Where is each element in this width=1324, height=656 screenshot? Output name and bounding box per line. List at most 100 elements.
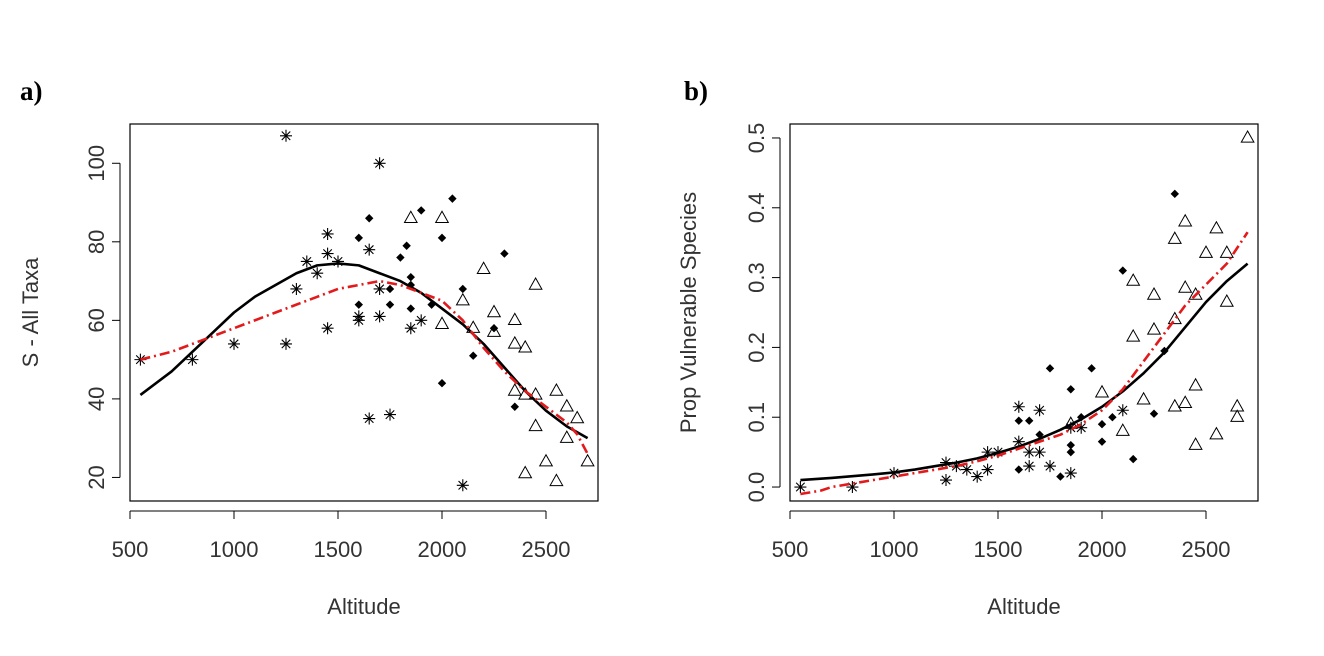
panel-b-y-tick-label: 0.0	[744, 472, 769, 503]
panel-a-point-diamond	[469, 351, 478, 360]
panel-b-plot-frame	[789, 123, 1259, 502]
panel-a-y-tick-label: 20	[84, 465, 109, 489]
panel-b-x-axis-title: Altitude	[987, 594, 1060, 619]
panel-b-point-triangle	[1178, 280, 1193, 293]
panel-b-point-diamond	[1066, 440, 1075, 450]
panel-b-point-asterisk	[981, 463, 994, 476]
panel-b-point-triangle	[1167, 398, 1182, 412]
panel-b-fit-line-dashdot	[800, 231, 1249, 496]
panel-a-point-asterisk	[311, 267, 324, 280]
panel-a-point-triangle	[486, 324, 502, 337]
panel-b-point-asterisk	[1023, 446, 1036, 459]
panel-b-x-tick-label: 1000	[870, 537, 919, 562]
panel-b-point-triangle	[1209, 426, 1224, 440]
panel-a-point-triangle	[559, 430, 574, 443]
panel-b-point-diamond	[1025, 416, 1034, 425]
panel-b-point-asterisk	[1012, 435, 1025, 448]
panel-b-point-triangle	[1126, 328, 1141, 342]
panel-a-y-tick-label: 60	[84, 308, 109, 332]
panel-b-point-diamond	[1118, 266, 1127, 275]
panel-b-y-tick-label: 0.3	[744, 262, 769, 293]
panel-a-point-triangle	[528, 418, 543, 432]
panel-a-point-asterisk	[228, 337, 240, 350]
panel-b-point-diamond	[1056, 472, 1065, 481]
panel-b-point-diamond	[1066, 447, 1075, 457]
panel-a-point-asterisk	[373, 157, 386, 170]
panel-b-point-asterisk	[1033, 404, 1046, 417]
panel-b-point-triangle	[1126, 273, 1141, 286]
panel-b-x-tick-label: 500	[772, 537, 809, 562]
panel-a-point-diamond	[458, 284, 467, 294]
panel-a-point-triangle	[538, 453, 554, 467]
panel-a-point-triangle	[549, 383, 564, 396]
panel-b-point-diamond	[1097, 420, 1107, 429]
panel-a-x-tick-label: 2000	[418, 537, 467, 562]
panel-a-point-asterisk	[352, 314, 365, 327]
panel-label-a: a)	[20, 76, 43, 106]
panel-a-point-asterisk	[363, 412, 376, 425]
panel-a-point-diamond	[406, 272, 415, 282]
panel-b-x-tick-label: 1500	[974, 537, 1023, 562]
panel-a-point-triangle	[486, 304, 502, 318]
panel-a-y-tick-label: 80	[84, 230, 109, 254]
panel-a-point-triangle	[528, 276, 543, 290]
panel-a-fit-line-dashdot	[140, 279, 589, 455]
panel-a-x-tick-label: 2500	[522, 537, 571, 562]
panel-b-point-asterisk	[981, 446, 994, 459]
panel-a-point-triangle	[518, 339, 533, 353]
panel-b-x-tick-label: 2500	[1182, 537, 1231, 562]
panel-a-x-tick-label: 1000	[210, 537, 259, 562]
panel-b-point-triangle	[1178, 213, 1193, 227]
panel-a-point-asterisk	[186, 353, 199, 366]
panel-a-point-triangle	[580, 453, 595, 467]
panel-b-y-tick-label: 0.1	[744, 402, 769, 433]
panel-a-point-diamond	[406, 304, 415, 313]
panel-b-point-triangle	[1136, 391, 1151, 405]
panel-b-point-diamond	[1129, 454, 1138, 464]
panel-b-point-asterisk	[1044, 460, 1056, 473]
panel-b-point-triangle	[1167, 311, 1182, 325]
panel-a-point-asterisk	[384, 408, 396, 421]
panel-a-point-triangle	[507, 335, 522, 349]
panel-a-point-triangle	[559, 398, 574, 412]
panel-b-point-asterisk	[1116, 404, 1129, 417]
panel-a-point-triangle	[507, 312, 522, 326]
panel-a-y-axis-title: S - All Taxa	[18, 257, 43, 367]
panel-a-point-triangle	[549, 473, 564, 487]
panel-b-point-triangle	[1198, 245, 1214, 258]
panel-b-point-triangle	[1209, 220, 1224, 234]
panel-a-point-asterisk	[415, 314, 428, 327]
panel-a-point-diamond	[510, 402, 519, 411]
panel-b-point-triangle	[1178, 395, 1193, 408]
panel-b-point-asterisk	[940, 474, 952, 487]
panel-a-x-axis-title: Altitude	[327, 594, 400, 619]
panel-b-point-diamond	[1035, 430, 1044, 439]
panel-a-point-diamond	[354, 300, 363, 309]
panel-a-point-asterisk	[280, 129, 292, 142]
panel-a-point-triangle	[476, 261, 491, 275]
panel-b-point-asterisk	[1064, 421, 1077, 434]
panel-a-x-tick-label: 500	[112, 537, 149, 562]
panel-b-point-asterisk	[940, 456, 952, 469]
panel-a-point-diamond	[500, 249, 509, 258]
panel-a-point-triangle	[570, 410, 585, 424]
panel-b-fit-line-solid	[800, 262, 1249, 482]
panel-a-y-tick-label: 100	[84, 145, 109, 182]
panel-b-y-tick-label: 0.2	[744, 332, 769, 363]
panel-a-point-asterisk	[456, 479, 469, 492]
panel-a-point-asterisk	[373, 282, 386, 295]
panel-label-b: b)	[684, 76, 709, 106]
panel-a-point-triangle	[507, 383, 522, 396]
panel-b-point-diamond	[1170, 189, 1179, 199]
panel-b-point-diamond	[1149, 409, 1159, 418]
panel-b-point-asterisk	[1023, 460, 1036, 473]
panel-a-point-triangle	[434, 316, 450, 329]
panel-a-point-asterisk	[363, 243, 376, 256]
panel-b-point-triangle	[1167, 231, 1182, 244]
panel-b-point-triangle	[1146, 287, 1162, 300]
panel-a-fit-line-solid	[139, 262, 589, 440]
panel-a-point-asterisk	[321, 247, 334, 260]
panel-a-point-asterisk	[404, 322, 417, 335]
panel-b-y-tick-label: 0.5	[744, 123, 769, 154]
